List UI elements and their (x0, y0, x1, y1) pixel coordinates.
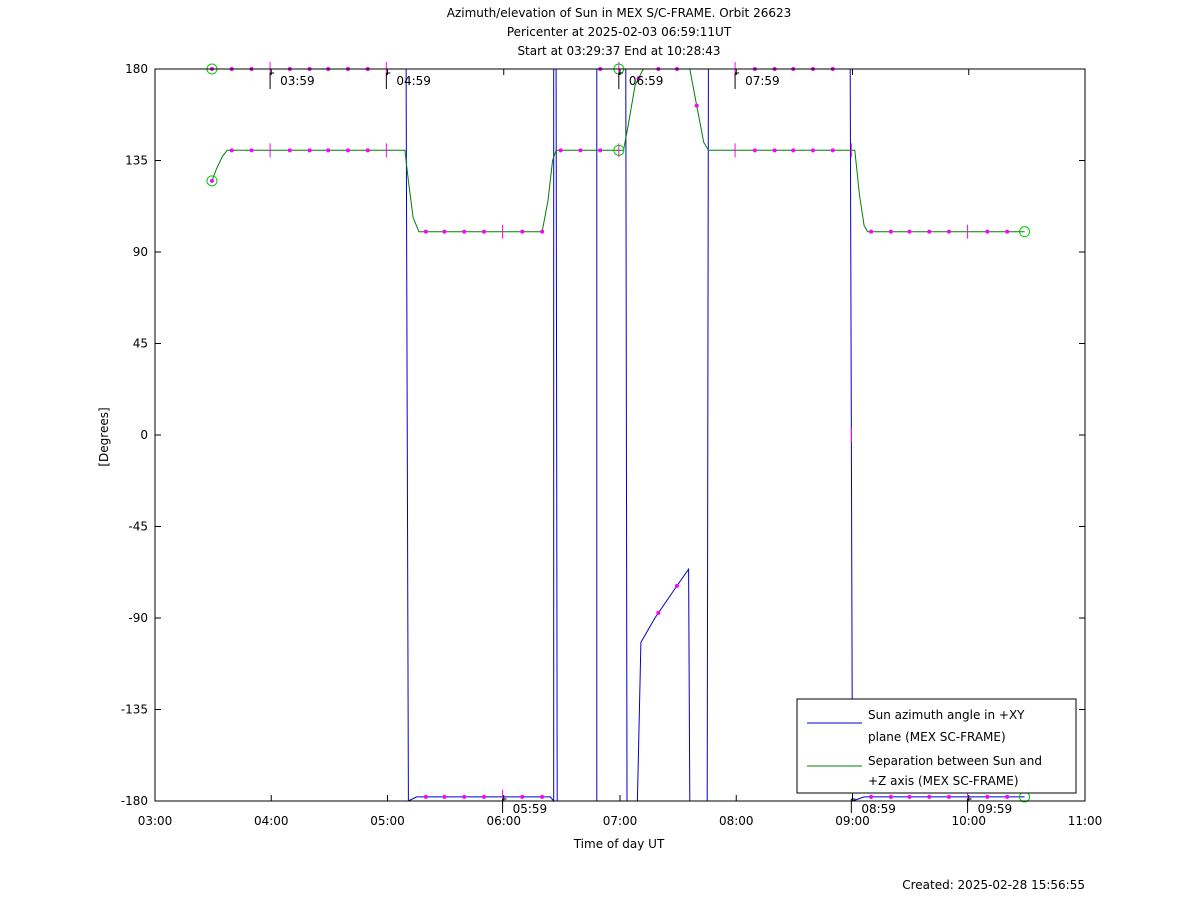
sample-marker (481, 794, 486, 799)
title-line-1: Azimuth/elevation of Sun in MEX S/C-FRAM… (447, 6, 792, 20)
y-tick-label: 90 (133, 245, 148, 259)
sample-marker (345, 148, 350, 153)
legend-label-separation-line-2: +Z axis (MEX SC-FRAME) (868, 774, 1019, 788)
sample-marker (1005, 229, 1010, 234)
x-tick-label: 05:00 (370, 814, 405, 828)
sample-marker (674, 583, 679, 588)
sample-marker (462, 794, 467, 799)
x-tick-label: 04:00 (254, 814, 289, 828)
sample-marker (772, 148, 777, 153)
y-tick-label: -90 (128, 611, 148, 625)
sample-marker (307, 148, 312, 153)
title-line-3: Start at 03:29:37 End at 10:28:43 (517, 44, 720, 58)
series-line-azimuth (212, 68, 1025, 803)
marker-layer: 03:59 04:59 06:59 07:59 05:59 08:59 09:59 (206, 62, 1031, 816)
legend: Sun azimuth angle in +XY plane (MEX SC-F… (796, 698, 1077, 794)
time-marker-label: 06:59 (629, 74, 664, 88)
sample-marker (888, 794, 893, 799)
sample-marker (1005, 794, 1010, 799)
axes: 180 135 90 45 0 -45 -90 -135 -180 03:00 04:00 05:00… (121, 62, 1103, 828)
y-tick-label: 45 (133, 337, 148, 351)
y-tick-label: 0 (140, 428, 148, 442)
sample-marker (209, 178, 214, 183)
sample-marker (946, 794, 951, 799)
sample-marker (907, 229, 912, 234)
y-tick-label: -45 (128, 520, 148, 534)
sample-marker (598, 148, 603, 153)
sample-marker (578, 148, 583, 153)
sample-marker (791, 148, 796, 153)
time-marker-label: 03:59 (280, 74, 315, 88)
endpoint-circle (1019, 226, 1031, 238)
legend-label-separation-line-1: Separation between Sun and (868, 754, 1042, 768)
sample-marker (830, 148, 835, 153)
sample-marker (287, 148, 292, 153)
sample-marker (229, 148, 234, 153)
sample-marker (442, 229, 447, 234)
time-marker-label: 04:59 (396, 74, 431, 88)
endpoint-circle (206, 175, 218, 187)
y-tick-label: -135 (121, 703, 148, 717)
endpoint-circle (613, 144, 625, 156)
sample-marker (481, 229, 486, 234)
sample-marker (888, 229, 893, 234)
time-marker-label: 05:59 (513, 802, 548, 816)
sample-marker (985, 229, 990, 234)
sample-marker (927, 229, 932, 234)
sample-marker (869, 794, 874, 799)
time-marker-label: 07:59 (745, 74, 780, 88)
sample-marker (520, 229, 525, 234)
sample-marker (462, 229, 467, 234)
legend-label-azimuth-line-2: plane (MEX SC-FRAME) (868, 730, 1006, 744)
y-tick-label: 135 (125, 154, 148, 168)
x-tick-label: 10:00 (951, 814, 986, 828)
sample-marker (694, 103, 699, 108)
y-axis-label: [Degrees] (97, 407, 111, 466)
created-timestamp: Created: 2025-02-28 15:56:55 (902, 878, 1085, 892)
title-line-2: Pericenter at 2025-02-03 06:59:11UT (507, 25, 732, 39)
x-tick-label: 03:00 (138, 814, 173, 828)
x-axis-label: Time of day UT (573, 837, 665, 851)
sample-marker (636, 76, 641, 81)
legend-label-azimuth-line-1: Sun azimuth angle in +XY (868, 708, 1025, 722)
y-tick-label: 180 (125, 62, 148, 76)
x-tick-label: 09:00 (835, 814, 870, 828)
x-tick-label: 08:00 (719, 814, 754, 828)
sample-marker (927, 794, 932, 799)
sample-marker (907, 794, 912, 799)
sample-marker (520, 794, 525, 799)
sample-marker (985, 794, 990, 799)
sample-marker (365, 148, 370, 153)
plot-frame (154, 68, 1086, 802)
sample-marker (810, 148, 815, 153)
x-tick-label: 07:00 (603, 814, 638, 828)
x-tick-label: 11:00 (1068, 814, 1103, 828)
sample-marker (752, 148, 757, 153)
sample-marker (656, 610, 661, 615)
legend-box (796, 698, 1077, 794)
sample-marker (423, 794, 428, 799)
sample-marker (540, 229, 545, 234)
chart-title: Azimuth/elevation of Sun in MEX S/C-FRAM… (447, 6, 792, 58)
time-marker-label: 09:59 (978, 802, 1013, 816)
series-layer (211, 68, 1025, 803)
time-marker-label: 08:59 (861, 802, 896, 816)
y-tick-label: -180 (121, 794, 148, 808)
sample-marker (423, 229, 428, 234)
series-line-separation (211, 68, 1025, 233)
sample-marker (249, 148, 254, 153)
sample-marker (869, 229, 874, 234)
sample-marker (558, 148, 563, 153)
sample-marker (326, 148, 331, 153)
x-tick-label: 06:00 (486, 814, 521, 828)
sample-marker (946, 229, 951, 234)
sample-marker (442, 794, 447, 799)
sample-marker (540, 794, 545, 799)
